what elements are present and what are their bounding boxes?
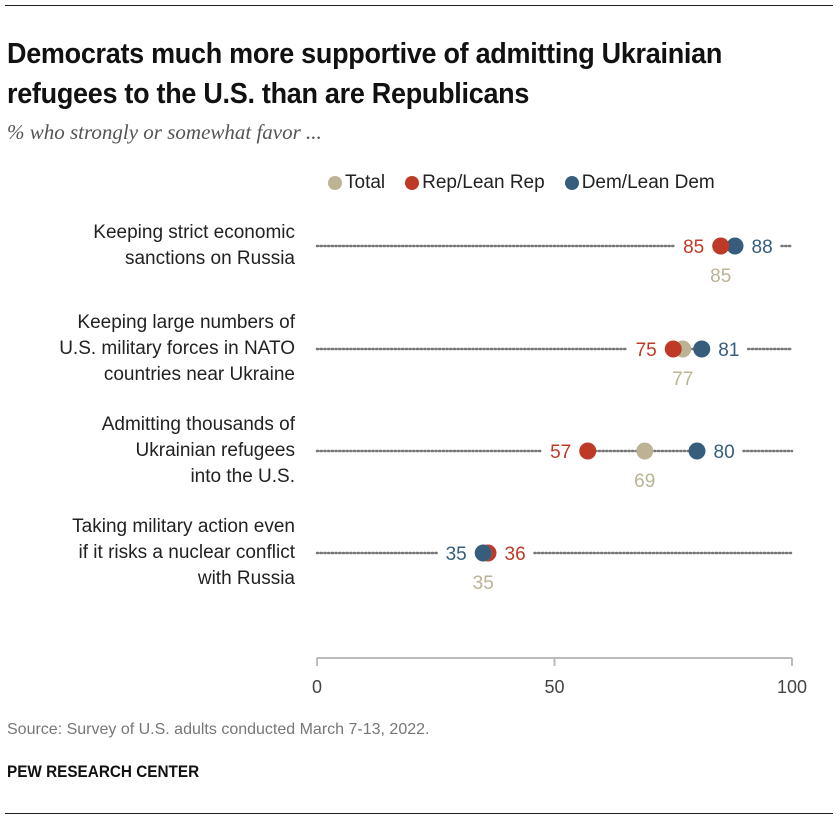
dot-dem [693,340,711,358]
x-tick-label: 100 [777,677,807,697]
x-tick-label: 50 [544,677,564,697]
legend-label-dem: Dem/Lean Dem [581,172,715,193]
legend-item-total: Total [328,172,385,194]
brand-logo-text: PEW RESEARCH CENTER [7,762,200,781]
dot-total [636,442,654,460]
bottom-rule [5,813,833,814]
legend-item-rep: Rep/Lean Rep [405,172,545,194]
row-label-nato-forces: Keeping large numbers of U.S. military f… [59,312,295,385]
value-label-total: 85 [710,266,731,287]
legend-label-rep: Rep/Lean Rep [422,172,545,193]
value-label-dem: 80 [714,442,735,463]
source-note: Source: Survey of U.S. adults conducted … [7,721,430,738]
value-label-total: 77 [672,369,693,390]
chart-title: Democrats much more supportive of admitt… [7,38,723,110]
legend-label-total: Total [345,172,386,193]
legend: Total Rep/Lean Rep Dem/Lean Dem [328,172,735,194]
dot-dem [726,237,744,255]
row-label-military-action: Taking military action even if it risks … [72,516,295,589]
legend-dot-dem [564,176,579,190]
row-label-sanctions: Keeping strict economic sanctions on Rus… [93,222,295,269]
value-label-dem: 88 [752,237,773,258]
value-label-rep: 36 [505,544,526,565]
value-label-total: 35 [473,573,494,594]
value-label-dem: 35 [446,544,467,565]
value-label-rep: 57 [550,442,571,463]
value-label-rep: 85 [683,237,704,258]
chart-subtitle: % who strongly or somewhat favor ... [7,120,322,144]
legend-dot-total [328,176,342,190]
value-label-rep: 75 [636,340,657,361]
top-rule [5,5,833,6]
dot-rep [579,442,597,460]
dot-dem [688,442,706,460]
legend-item-dem: Dem/Lean Dem [564,172,715,194]
dot-dem [474,544,492,562]
dot-rep [712,237,730,255]
legend-dot-rep [405,176,420,190]
value-label-total: 69 [634,471,655,492]
x-tick-label: 0 [312,677,322,697]
row-label-refugees: Admitting thousands of Ukrainian refugee… [101,414,295,487]
value-label-dem: 81 [718,340,739,361]
dot-rep [664,340,682,358]
